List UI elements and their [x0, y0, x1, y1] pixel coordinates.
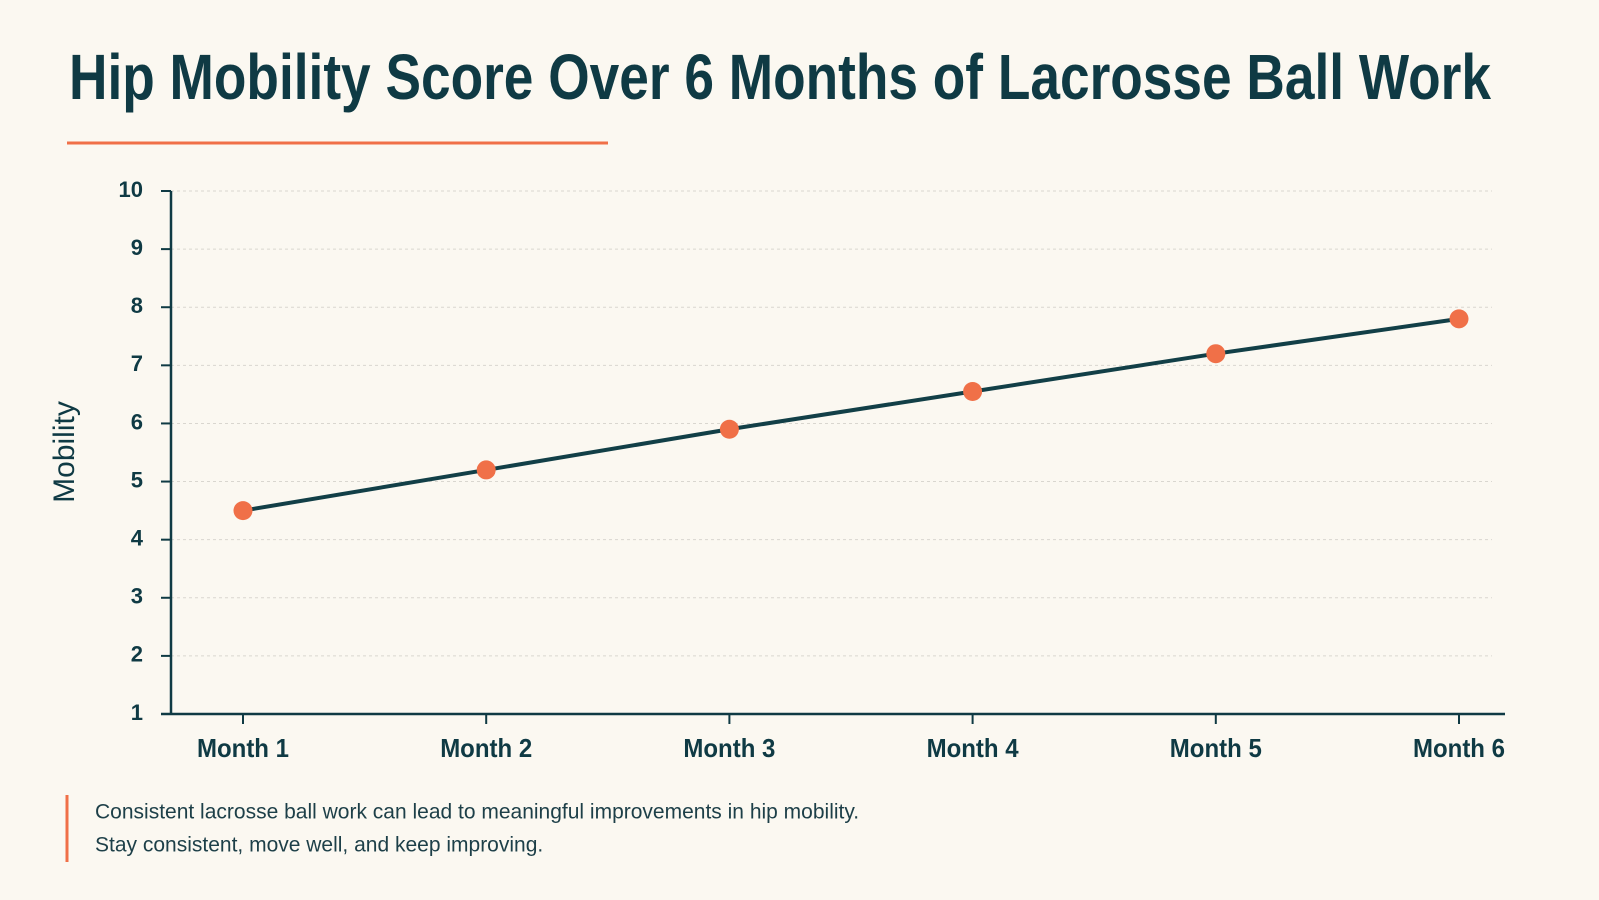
x-tick-label: Month 4	[927, 733, 1019, 763]
y-tick-label: 9	[131, 235, 143, 260]
y-tick-label: 7	[131, 351, 143, 376]
y-tick-label: 6	[131, 409, 143, 434]
data-point	[1206, 344, 1226, 364]
data-point	[233, 501, 253, 521]
chart-title: Hip Mobility Score Over 6 Months of Lacr…	[69, 41, 1491, 113]
x-tick-label: Month 3	[683, 733, 775, 763]
data-point	[476, 460, 496, 480]
y-axis-label: Mobility	[48, 401, 81, 503]
annotation: Stay consistent, move well, and keep imp…	[95, 834, 543, 857]
data-point	[719, 419, 739, 439]
x-tick-label: Month 2	[440, 733, 532, 763]
y-tick-label: 4	[131, 525, 144, 550]
data-line	[242, 316, 1460, 513]
y-tick-label: 10	[119, 177, 143, 202]
x-tick-label: Month 5	[1170, 733, 1262, 763]
data-point	[1449, 309, 1469, 329]
data-point	[963, 381, 983, 401]
x-tick-label: Month 6	[1413, 733, 1505, 763]
annotation: Consistent lacrosse ball work can lead t…	[95, 801, 859, 824]
y-tick-label: 8	[131, 293, 143, 318]
y-tick-label: 2	[131, 642, 143, 667]
y-tick-label: 5	[131, 467, 143, 492]
y-tick-label: 1	[131, 700, 143, 725]
y-tick-label: 3	[131, 584, 143, 609]
x-tick-label: Month 1	[197, 733, 289, 763]
